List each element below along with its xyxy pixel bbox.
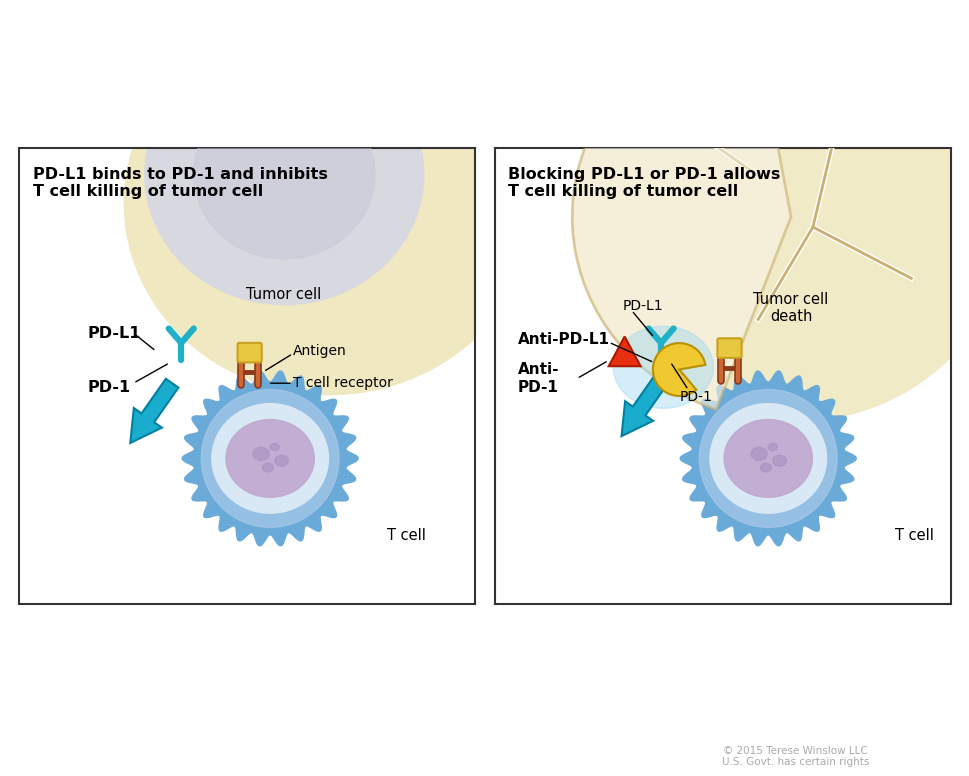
Polygon shape xyxy=(130,379,178,443)
Ellipse shape xyxy=(760,463,770,472)
Text: PD-L1 binds to PD-1 and inhibits
T cell killing of tumor cell: PD-L1 binds to PD-1 and inhibits T cell … xyxy=(33,167,328,199)
Text: T cell: T cell xyxy=(387,528,426,543)
Text: T cell: T cell xyxy=(893,528,932,543)
Ellipse shape xyxy=(709,404,826,513)
Polygon shape xyxy=(621,372,669,436)
Ellipse shape xyxy=(767,443,776,451)
Polygon shape xyxy=(679,371,856,546)
Ellipse shape xyxy=(699,390,836,528)
Ellipse shape xyxy=(750,447,766,460)
Text: Blocking PD-L1 or PD-1 allows
T cell killing of tumor cell: Blocking PD-L1 or PD-1 allows T cell kil… xyxy=(508,167,780,199)
Text: © 2015 Terese Winslow LLC
U.S. Govt. has certain rights: © 2015 Terese Winslow LLC U.S. Govt. has… xyxy=(721,746,868,767)
Text: PD-1: PD-1 xyxy=(678,390,711,404)
Ellipse shape xyxy=(144,44,423,305)
Ellipse shape xyxy=(723,420,812,497)
Text: Antigen: Antigen xyxy=(293,345,346,359)
Ellipse shape xyxy=(226,420,314,497)
Ellipse shape xyxy=(201,390,339,528)
Ellipse shape xyxy=(274,456,288,466)
Ellipse shape xyxy=(612,326,713,408)
Ellipse shape xyxy=(124,12,534,394)
FancyBboxPatch shape xyxy=(237,343,262,362)
Text: PD-L1: PD-L1 xyxy=(622,299,662,313)
Ellipse shape xyxy=(772,456,786,466)
Ellipse shape xyxy=(263,463,273,472)
Ellipse shape xyxy=(269,443,279,451)
FancyBboxPatch shape xyxy=(717,338,741,358)
Text: Anti-
PD-1: Anti- PD-1 xyxy=(516,362,558,396)
Polygon shape xyxy=(182,371,358,546)
Text: PD-1: PD-1 xyxy=(87,380,131,395)
Text: Anti-PD-L1: Anti-PD-L1 xyxy=(516,332,609,348)
Text: PD-L1: PD-L1 xyxy=(87,326,141,341)
Polygon shape xyxy=(609,337,640,366)
Text: Tumor cell
death: Tumor cell death xyxy=(753,292,828,324)
Ellipse shape xyxy=(211,404,328,513)
Ellipse shape xyxy=(572,12,969,422)
Text: Tumor cell: Tumor cell xyxy=(246,287,321,302)
Ellipse shape xyxy=(194,90,375,259)
Ellipse shape xyxy=(253,447,269,460)
Wedge shape xyxy=(652,343,704,396)
Text: T cell receptor: T cell receptor xyxy=(293,376,392,390)
Polygon shape xyxy=(572,15,791,410)
